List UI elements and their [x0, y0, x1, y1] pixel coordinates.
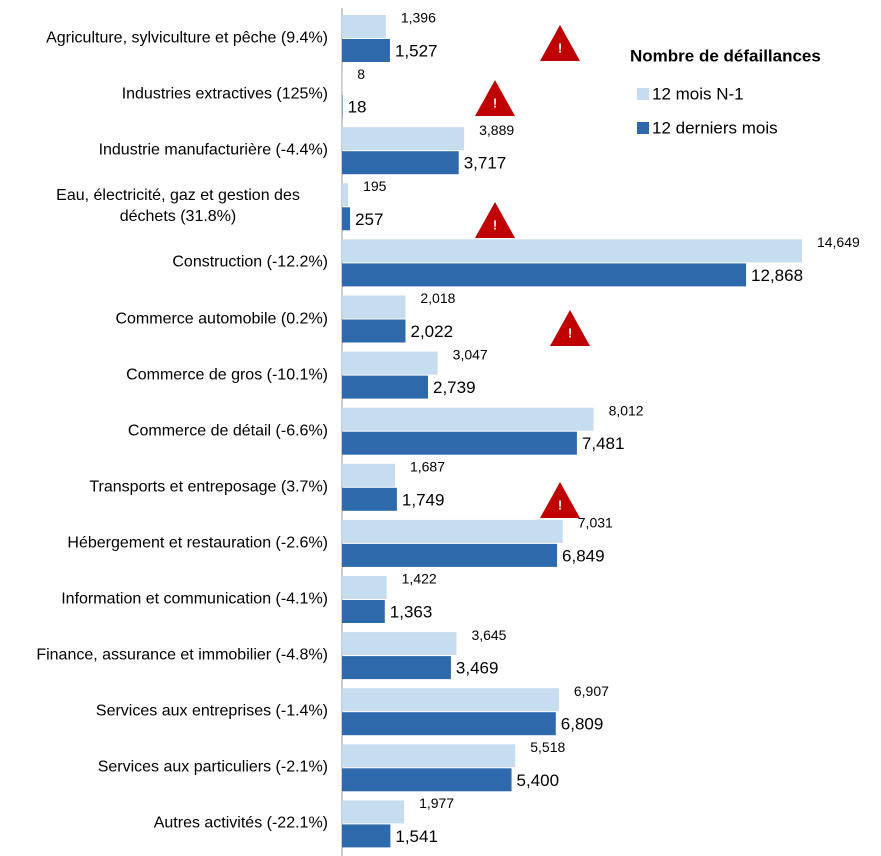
legend-label: 12 derniers mois [652, 118, 778, 137]
value-label: 3,889 [479, 122, 514, 138]
bar [342, 351, 438, 375]
warning-icon: ! [550, 310, 590, 346]
warning-icon: ! [540, 482, 580, 518]
legend-title: Nombre de défaillances [630, 46, 821, 65]
value-label: 3,047 [453, 346, 488, 362]
value-label: 1,527 [395, 41, 438, 60]
value-label: 7,031 [578, 515, 613, 531]
category-label: Services aux entreprises (-1.4%) [95, 702, 328, 720]
category-label: Industries extractives (125%) [121, 85, 328, 103]
bar [342, 744, 516, 768]
bar [342, 15, 386, 38]
value-label: 1,749 [402, 490, 445, 509]
bar [342, 39, 390, 62]
value-label: 8,012 [609, 402, 644, 418]
category-label: Information et communication (-4.1%) [61, 590, 328, 608]
value-label: 2,018 [420, 290, 455, 306]
value-label: 1,422 [402, 571, 437, 587]
bar [342, 207, 351, 231]
category-label: Commerce automobile (0.2%) [115, 310, 328, 327]
bar [342, 375, 429, 399]
svg-text:!: ! [568, 325, 572, 340]
bar [342, 463, 395, 487]
value-label: 1,541 [395, 827, 438, 846]
category-label: Services aux particuliers (-2.1%) [97, 758, 328, 776]
value-label: 12,868 [751, 266, 803, 285]
category-label: Eau, électricité, gaz et gestion des déc… [56, 187, 300, 226]
bar [342, 576, 387, 599]
value-label: 1,396 [401, 10, 436, 26]
bar [342, 824, 391, 848]
value-label: 2,022 [410, 322, 453, 341]
svg-text:!: ! [558, 40, 562, 55]
bar [342, 712, 556, 736]
category-label: Commerce de gros (-10.1%) [126, 366, 328, 384]
legend-swatch [637, 122, 649, 134]
warning-icon: ! [475, 80, 515, 116]
svg-text:!: ! [493, 95, 497, 110]
svg-text:!: ! [558, 497, 562, 512]
svg-text:!: ! [493, 217, 497, 232]
value-label: 1,363 [390, 602, 433, 621]
value-label: 8 [357, 66, 365, 82]
warning-icon: ! [475, 202, 515, 238]
category-label: Hébergement et restauration (-2.6%) [67, 534, 328, 552]
category-label: Finance, assurance et immobilier (-4.8%) [36, 646, 328, 664]
value-label: 7,481 [582, 434, 625, 453]
value-label: 2,739 [433, 378, 476, 397]
bar [342, 407, 594, 431]
category-label: Industrie manufacturière (-4.4%) [98, 141, 328, 159]
bar [342, 263, 747, 287]
legend-label: 12 mois N-1 [652, 84, 744, 103]
warning-icons: ! ! ! ! ! [475, 25, 590, 518]
bar [342, 127, 465, 151]
bar [342, 688, 559, 712]
value-label: 14,649 [817, 234, 860, 250]
bar [342, 632, 457, 656]
value-label: 18 [348, 98, 367, 117]
bar [342, 183, 349, 207]
value-label: 1,687 [410, 459, 445, 475]
value-label: 3,645 [471, 627, 506, 643]
value-label: 3,469 [456, 659, 499, 678]
warning-icon: ! [540, 25, 580, 61]
value-label: 195 [363, 178, 387, 194]
bar [342, 543, 558, 567]
legend-swatch [637, 88, 649, 100]
value-label: 5,518 [530, 739, 565, 755]
bar [342, 800, 405, 824]
bar [342, 600, 385, 623]
value-label: 3,717 [464, 154, 507, 173]
category-label: Autres activités (-22.1%) [153, 814, 328, 832]
bar [342, 431, 577, 455]
value-label: 6,809 [561, 715, 604, 734]
bar [342, 151, 459, 175]
bar [342, 519, 563, 543]
bar [342, 319, 406, 343]
value-label: 6,907 [574, 683, 609, 699]
category-label: Transports et entreposage (3.7%) [89, 478, 328, 496]
value-label: 257 [355, 210, 383, 229]
bar [342, 487, 397, 511]
bar [342, 95, 343, 119]
category-label: Commerce de détail (-6.6%) [127, 422, 328, 440]
value-label: 6,849 [562, 546, 605, 565]
category-label: Construction (-12.2%) [172, 253, 328, 271]
category-label: Agriculture, sylviculture et pêche (9.4%… [46, 29, 328, 47]
bar [342, 656, 451, 680]
bar [342, 768, 512, 792]
bar [342, 239, 802, 263]
bar [342, 295, 406, 319]
value-label: 1,977 [419, 795, 454, 811]
value-label: 5,400 [517, 771, 560, 790]
